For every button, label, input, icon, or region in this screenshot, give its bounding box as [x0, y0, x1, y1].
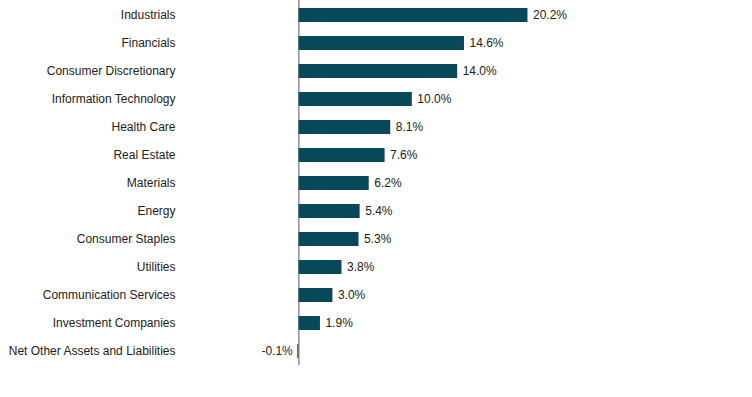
svg-text:Industrials: Industrials [121, 8, 176, 22]
svg-text:20.2%: 20.2% [533, 8, 567, 22]
svg-text:3.8%: 3.8% [347, 260, 375, 274]
svg-text:Information Technology: Information Technology [52, 92, 176, 106]
svg-text:8.1%: 8.1% [396, 120, 424, 134]
svg-text:14.6%: 14.6% [469, 36, 503, 50]
svg-text:Energy: Energy [137, 204, 175, 218]
svg-text:Materials: Materials [127, 176, 176, 190]
svg-text:10.0%: 10.0% [417, 92, 451, 106]
svg-text:14.0%: 14.0% [463, 64, 497, 78]
svg-text:Real Estate: Real Estate [113, 148, 175, 162]
svg-text:Net Other Assets and Liabiliti: Net Other Assets and Liabilities [9, 344, 176, 358]
svg-text:1.9%: 1.9% [325, 316, 353, 330]
svg-text:Investment Companies: Investment Companies [53, 316, 176, 330]
svg-text:Consumer Discretionary: Consumer Discretionary [47, 64, 176, 78]
svg-text:7.6%: 7.6% [390, 148, 418, 162]
svg-text:6.2%: 6.2% [374, 176, 402, 190]
svg-text:5.4%: 5.4% [365, 204, 393, 218]
svg-text:-0.1%: -0.1% [261, 344, 293, 358]
svg-text:Consumer Staples: Consumer Staples [77, 232, 176, 246]
svg-text:Utilities: Utilities [137, 260, 176, 274]
svg-text:3.0%: 3.0% [338, 288, 366, 302]
svg-text:Financials: Financials [121, 36, 175, 50]
svg-text:Communication Services: Communication Services [43, 288, 176, 302]
svg-text:5.3%: 5.3% [364, 232, 392, 246]
svg-text:Health Care: Health Care [111, 120, 175, 134]
